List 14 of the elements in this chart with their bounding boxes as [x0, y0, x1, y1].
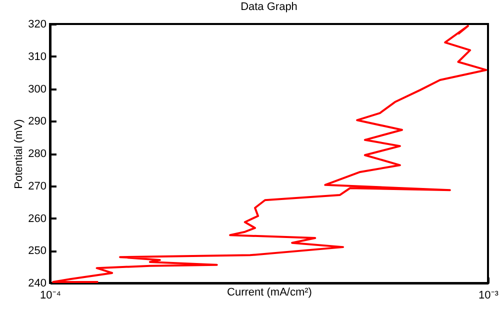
chart-title: Data Graph: [240, 1, 298, 13]
x-axis-title: Current (mA/cm²): [227, 286, 312, 298]
y-tick-label: 300: [28, 83, 46, 96]
x-tick-label: 10⁻³: [478, 290, 499, 302]
x-tick-label: 10⁻⁴: [40, 290, 62, 302]
y-tick-label: 240: [28, 278, 46, 290]
y-tick-label: 290: [28, 116, 46, 128]
y-tick-label: 280: [28, 148, 46, 160]
y-tick-label: 310: [28, 50, 46, 63]
y-tick-label: 270: [28, 180, 46, 192]
y-tick-label: 250: [28, 245, 46, 258]
y-tick-label: 320: [28, 18, 46, 30]
y-tick-label: 260: [28, 212, 46, 225]
y-axis-title: Potential (mV): [13, 119, 26, 189]
